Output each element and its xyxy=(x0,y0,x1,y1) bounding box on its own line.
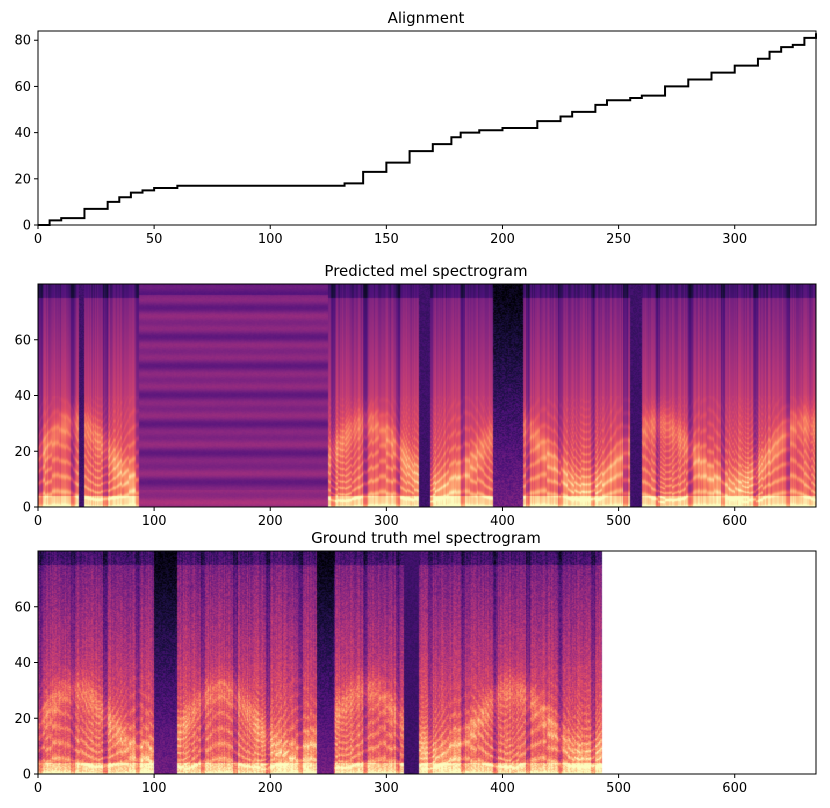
predicted-mel-y-tick-label: 60 xyxy=(14,333,31,348)
ground-truth-mel-x-tick-label: 0 xyxy=(34,781,42,796)
predicted-mel-x-tick-label: 100 xyxy=(142,514,167,529)
predicted-mel-axes: 0 100 200 300 400 500 600 0 20 40 60 xyxy=(14,283,817,529)
ground-truth-mel-y-tick-label: 60 xyxy=(14,600,31,615)
ground-truth-mel-y-tick-label: 20 xyxy=(14,712,31,727)
alignment-plot-area xyxy=(38,33,817,226)
ground-truth-mel-y-tick-label: 40 xyxy=(14,656,31,671)
ground-truth-mel-x-tick-label: 300 xyxy=(374,781,399,796)
predicted-mel-x-tick-label: 600 xyxy=(722,514,747,529)
predicted-mel-x-tick-label: 0 xyxy=(34,514,42,529)
ground-truth-mel-heatmap xyxy=(38,551,816,774)
alignment-x-tick-label: 0 xyxy=(34,232,42,247)
predicted-mel-title: Predicted mel spectrogram xyxy=(324,262,527,280)
predicted-mel-x-tick-label: 400 xyxy=(490,514,515,529)
ground-truth-mel-x-tick-label: 400 xyxy=(490,781,515,796)
predicted-mel-y-tick-label: 0 xyxy=(23,501,31,516)
ground-truth-mel-x-tick-label: 600 xyxy=(722,781,747,796)
ground-truth-mel-x-tick-label: 500 xyxy=(606,781,631,796)
alignment-title: Alignment xyxy=(388,9,465,27)
alignment-x-tick-label: 200 xyxy=(490,232,515,247)
ground-truth-mel-x-tick-label: 100 xyxy=(142,781,167,796)
predicted-mel-y-tick-label: 20 xyxy=(14,445,31,460)
alignment-x-tick-label: 50 xyxy=(146,232,163,247)
alignment-x-tick-label: 100 xyxy=(258,232,283,247)
alignment-x-tick-label: 150 xyxy=(374,232,399,247)
alignment-y-tick-label: 40 xyxy=(14,126,31,141)
ground-truth-mel-title: Ground truth mel spectrogram xyxy=(311,529,541,547)
alignment-y-tick-label: 20 xyxy=(14,172,31,187)
alignment-panel: Alignment 0 50 100 150 200 250 300 0 20 40 60 80 xyxy=(14,9,817,247)
predicted-mel-x-tick-label: 300 xyxy=(374,514,399,529)
predicted-mel-x-tick-label: 500 xyxy=(606,514,631,529)
predicted-mel-x-tick-label: 200 xyxy=(258,514,283,529)
ground-truth-mel-y-tick-label: 0 xyxy=(23,768,31,783)
alignment-frame xyxy=(37,30,817,226)
alignment-line xyxy=(38,33,817,226)
alignment-x-tick-label: 250 xyxy=(606,232,631,247)
ground-truth-mel-axes: 0 100 200 300 400 500 600 0 20 40 60 xyxy=(14,550,817,796)
ground-truth-mel-image-wrapper xyxy=(38,551,816,774)
alignment-x-tick-label: 300 xyxy=(722,232,747,247)
predicted-mel-panel: Predicted mel spectrogram 0 100 200 300 400 5… xyxy=(14,262,817,529)
ground-truth-mel-panel: Ground truth mel spectrogram 0 100 200 300 4… xyxy=(14,529,817,796)
alignment-y-tick-label: 60 xyxy=(14,80,31,95)
predicted-mel-y-tick-label: 40 xyxy=(14,389,31,404)
ground-truth-mel-x-tick-label: 200 xyxy=(258,781,283,796)
alignment-y-tick-label: 80 xyxy=(14,34,31,49)
predicted-mel-image-wrapper xyxy=(38,284,816,507)
predicted-mel-heatmap xyxy=(38,284,816,507)
alignment-y-tick-label: 0 xyxy=(23,219,31,234)
alignment-axes: 0 50 100 150 200 250 300 0 20 40 60 80 xyxy=(14,30,817,247)
